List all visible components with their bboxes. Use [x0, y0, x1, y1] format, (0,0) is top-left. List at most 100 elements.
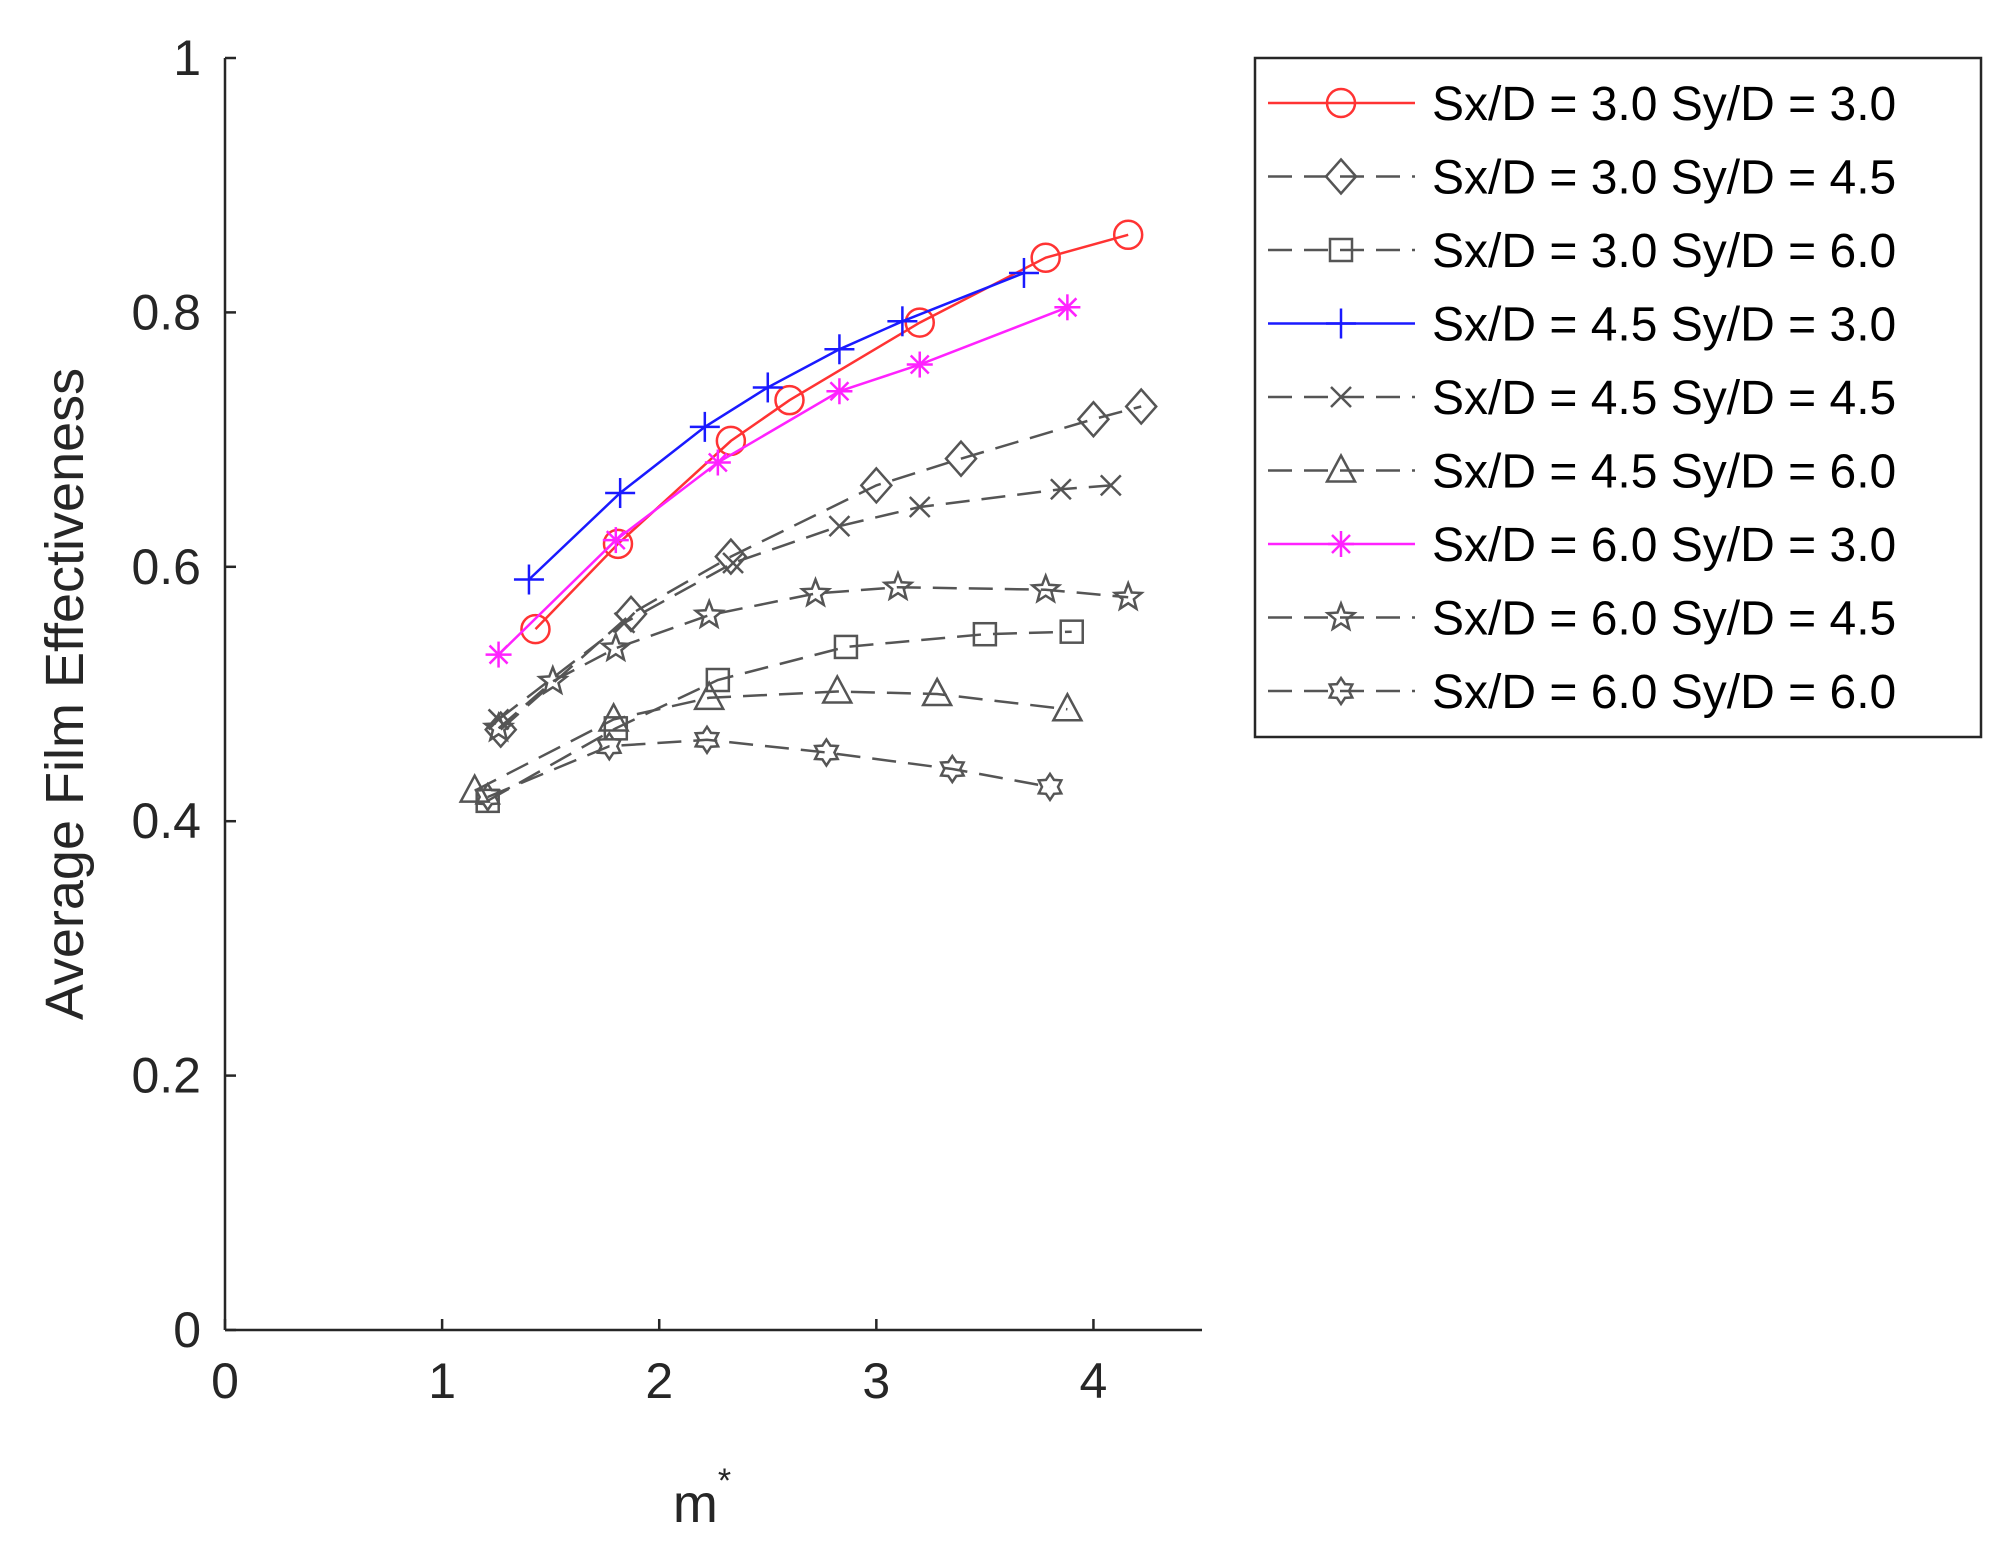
data-point: [752, 372, 783, 403]
data-point: [605, 478, 636, 509]
data-point: [513, 564, 544, 595]
data-point: [939, 753, 966, 785]
series-4: [513, 257, 1039, 595]
data-point: [906, 351, 933, 378]
legend-marker: [1324, 600, 1358, 632]
data-point: [887, 306, 918, 337]
data-point: [1059, 619, 1084, 644]
x-tick-label: 0: [211, 1353, 239, 1409]
series-8: [481, 569, 1145, 743]
data-point: [704, 449, 731, 476]
legend-marker: [1324, 452, 1358, 483]
data-point: [908, 496, 931, 518]
data-point: [689, 411, 720, 442]
data-point: [1099, 474, 1122, 497]
data-point: [881, 569, 915, 602]
legend-marker: [1328, 531, 1354, 557]
legend-marker: [1326, 308, 1356, 339]
legend-marker: [1324, 157, 1358, 196]
legend-label: Sx/D = 3.0 Sy/D = 6.0: [1432, 225, 1896, 278]
data-point: [1030, 242, 1061, 273]
y-axis-label: Average Film Effectiveness: [35, 368, 95, 1020]
legend-label: Sx/D = 6.0 Sy/D = 6.0: [1432, 666, 1896, 719]
legend-marker: [1325, 87, 1357, 119]
data-point: [474, 781, 501, 813]
x-axis-label-superscript: *: [718, 1462, 731, 1500]
x-tick-label: 3: [862, 1353, 890, 1409]
y-tick-label: 0: [173, 1302, 201, 1358]
data-point: [826, 378, 853, 405]
axes: [223, 58, 1202, 1332]
series-line: [534, 233, 1129, 630]
data-point: [1051, 691, 1084, 722]
x-tick-label: 2: [645, 1353, 673, 1409]
data-point: [824, 334, 855, 365]
y-tick-label: 0.2: [131, 1048, 201, 1104]
data-point: [602, 528, 634, 560]
x-axis-label: m*: [673, 1462, 731, 1534]
data-point: [613, 611, 636, 634]
series-line: [474, 690, 1068, 792]
data-point: [705, 667, 731, 693]
data-point: [722, 552, 744, 574]
series-line: [497, 585, 1129, 730]
legend-label: Sx/D = 4.5 Sy/D = 3.0: [1432, 299, 1896, 352]
data-point: [596, 730, 623, 762]
data-point: [921, 676, 954, 707]
legend-label: Sx/D = 3.0 Sy/D = 4.5: [1432, 152, 1896, 205]
y-tick-label: 1: [173, 30, 201, 86]
data-point: [833, 634, 859, 660]
legend-item: Sx/D = 3.0 Sy/D = 4.5: [1268, 152, 1896, 205]
legend-label: Sx/D = 4.5 Sy/D = 6.0: [1432, 446, 1896, 499]
legend-item: Sx/D = 6.0 Sy/D = 6.0: [1268, 666, 1896, 719]
legend: Sx/D = 3.0 Sy/D = 3.0 Sx/D = 3.0 Sy/D = 4…: [1253, 56, 1983, 739]
y-tick-label: 0.4: [131, 793, 201, 849]
series-9: [474, 724, 1064, 813]
legend-label: Sx/D = 3.0 Sy/D = 3.0: [1432, 78, 1896, 131]
data-point: [1112, 219, 1144, 251]
data-point: [693, 724, 721, 756]
data-point: [481, 710, 516, 743]
data-point: [1036, 771, 1064, 803]
legend-item: Sx/D = 4.5 Sy/D = 6.0: [1268, 446, 1896, 499]
data-point: [774, 384, 805, 416]
legend-item: Sx/D = 4.5 Sy/D = 3.0: [1268, 299, 1896, 352]
series-line: [487, 630, 1072, 802]
data-point: [821, 673, 854, 704]
series-line: [499, 405, 1142, 731]
series-2: [484, 387, 1158, 749]
data-point: [1076, 400, 1111, 439]
data-point: [602, 527, 629, 554]
legend-label: Sx/D = 6.0 Sy/D = 3.0: [1432, 519, 1896, 572]
data-point: [1054, 294, 1081, 321]
data-point: [693, 680, 726, 711]
data-point: [972, 621, 998, 647]
legend-item: Sx/D = 4.5 Sy/D = 4.5: [1268, 372, 1896, 425]
data-point: [714, 537, 748, 576]
data-point: [1049, 478, 1072, 501]
y-tick-label: 0.6: [131, 539, 201, 595]
data-point: [485, 641, 512, 668]
legend-item: Sx/D = 6.0 Sy/D = 3.0: [1268, 519, 1896, 572]
data-point: [536, 663, 570, 696]
series-line: [497, 306, 1068, 656]
legend-item: Sx/D = 3.0 Sy/D = 3.0: [1268, 78, 1896, 131]
legend-item: Sx/D = 6.0 Sy/D = 4.5: [1268, 593, 1896, 646]
data-point: [904, 307, 936, 338]
series-5: [487, 474, 1122, 731]
data-point: [1029, 572, 1063, 604]
x-tick-label: 4: [1080, 1353, 1108, 1409]
legend-marker: [1327, 675, 1355, 707]
series-6: [458, 673, 1084, 803]
x-tick-label: 1: [428, 1353, 456, 1409]
legend-marker: [1328, 237, 1354, 263]
legend-item: Sx/D = 3.0 Sy/D = 6.0: [1268, 225, 1896, 278]
data-point: [828, 515, 851, 537]
data-point: [458, 773, 491, 803]
ticks: 0 1 2 3 4 0 0.2 0.4 0.6 0.8 1: [131, 30, 1107, 1409]
series-3: [475, 619, 1084, 814]
legend-label: Sx/D = 6.0 Sy/D = 4.5: [1432, 593, 1896, 646]
series-7: [485, 294, 1081, 668]
data-point: [1111, 579, 1145, 612]
